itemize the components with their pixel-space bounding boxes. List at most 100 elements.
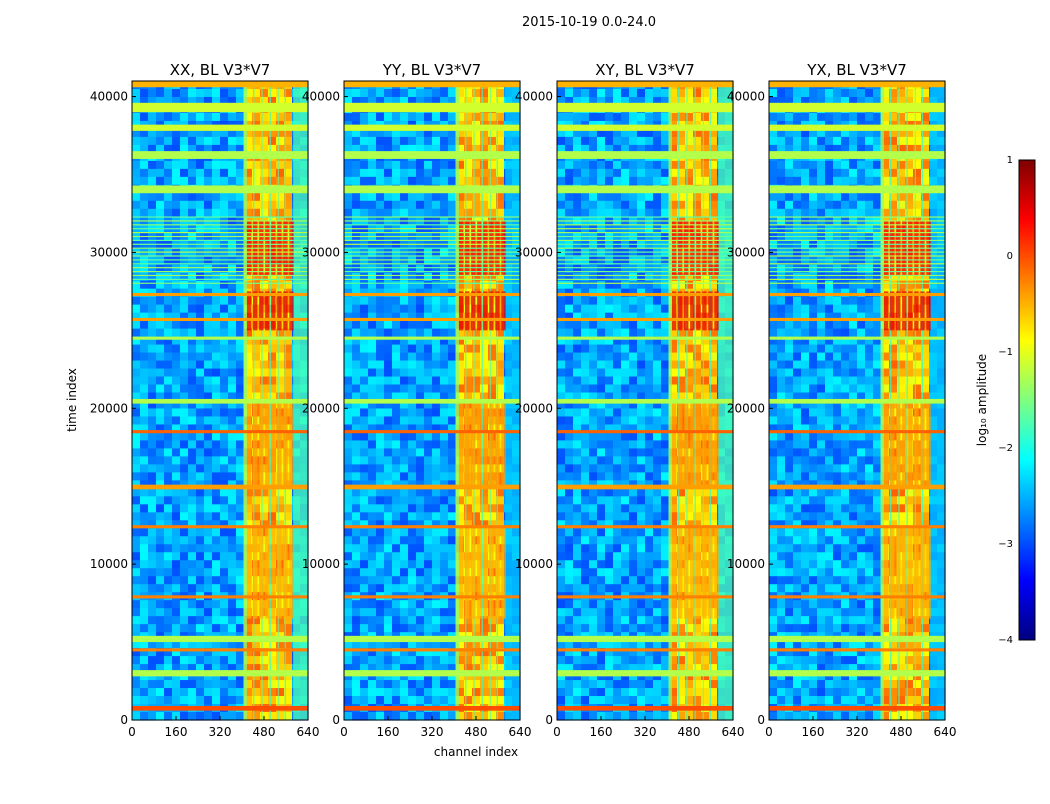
heatmap-cell xyxy=(368,472,377,481)
heatmap-cell xyxy=(212,568,221,577)
heatmap-cell xyxy=(637,472,646,481)
heatmap-cell xyxy=(392,528,401,537)
heatmap-cell xyxy=(204,137,213,146)
heatmap-cell xyxy=(276,504,285,513)
heatmap-cell xyxy=(220,456,229,465)
heatmap-cell xyxy=(368,353,377,362)
heatmap-cell xyxy=(352,137,361,146)
heatmap-cell xyxy=(661,209,670,218)
heatmap-cell xyxy=(188,385,197,394)
heatmap-cell xyxy=(581,528,590,537)
heatmap-cell xyxy=(597,201,606,210)
heatmap-cell xyxy=(172,568,181,577)
heatmap-cell xyxy=(581,321,590,330)
x-tick-label: 0 xyxy=(128,725,136,739)
heatmap-cell xyxy=(565,305,574,314)
heatmap-cell xyxy=(605,329,614,338)
heatmap-cell xyxy=(276,361,285,370)
heatmap-cell xyxy=(360,377,369,386)
time-band xyxy=(132,283,308,284)
heatmap-cell xyxy=(376,273,385,282)
heatmap-cell xyxy=(140,440,149,449)
heatmap-cell xyxy=(416,528,425,537)
heatmap-cell xyxy=(589,329,598,338)
heatmap-cell xyxy=(140,361,149,370)
heatmap-cell xyxy=(360,504,369,513)
heatmap-cell xyxy=(132,504,141,513)
heatmap-cell xyxy=(440,584,449,593)
heatmap-cell xyxy=(565,440,574,449)
heatmap-cell xyxy=(276,281,285,290)
heatmap-cell xyxy=(488,369,497,378)
heatmap-cell xyxy=(581,432,590,441)
heatmap-cell xyxy=(597,273,606,282)
heatmap-cell xyxy=(480,201,489,210)
heatmap-cell xyxy=(408,281,417,290)
heatmap-cell xyxy=(597,345,606,354)
heatmap-cell xyxy=(220,137,229,146)
heatmap-cell xyxy=(589,137,598,146)
heatmap-cell xyxy=(180,656,189,665)
heatmap-cell xyxy=(236,369,245,378)
heatmap-cell xyxy=(148,169,157,178)
heatmap-cell xyxy=(368,600,377,609)
heatmap-cell xyxy=(581,472,590,481)
heatmap-cell xyxy=(621,201,630,210)
heatmap-cell xyxy=(228,113,237,122)
heatmap-cell xyxy=(392,696,401,705)
time-band xyxy=(344,224,520,225)
heatmap-cell xyxy=(228,624,237,633)
hot-block xyxy=(471,525,475,619)
heatmap-cell xyxy=(212,616,221,625)
heatmap-cell xyxy=(360,361,369,370)
heatmap-cell xyxy=(360,456,369,465)
heatmap-cell xyxy=(424,281,433,290)
heatmap-cell xyxy=(645,488,654,497)
heatmap-cell xyxy=(360,161,369,170)
heatmap-cell xyxy=(180,568,189,577)
heatmap-cell xyxy=(360,528,369,537)
heatmap-cell xyxy=(188,528,197,537)
time-band xyxy=(132,228,308,229)
heatmap-cell xyxy=(637,209,646,218)
heatmap-cell xyxy=(400,600,409,609)
heatmap-cell xyxy=(589,440,598,449)
heatmap-cell xyxy=(228,361,237,370)
heatmap-cell xyxy=(408,552,417,561)
heatmap-cell xyxy=(661,369,670,378)
hot-block xyxy=(483,401,487,487)
heatmap-cell xyxy=(629,353,638,362)
heatmap-cell xyxy=(156,544,165,553)
heatmap-cell xyxy=(480,353,489,362)
heatmap-cell xyxy=(416,193,425,202)
heatmap-cell xyxy=(148,361,157,370)
heatmap-cell xyxy=(164,432,173,441)
heatmap-cell xyxy=(589,177,598,186)
heatmap-cell xyxy=(488,201,497,210)
heatmap-cell xyxy=(408,608,417,617)
heatmap-cell xyxy=(376,201,385,210)
heatmap-cell xyxy=(589,353,598,362)
heatmap-cell xyxy=(424,321,433,330)
heatmap-cell xyxy=(220,353,229,362)
heatmap-cell xyxy=(344,385,353,394)
heatmap-cell xyxy=(164,89,173,98)
heatmap-cell xyxy=(344,680,353,689)
heatmap-cell xyxy=(236,408,245,417)
heatmap-cell xyxy=(188,321,197,330)
heatmap-cell xyxy=(432,353,441,362)
heatmap-cell xyxy=(172,680,181,689)
heatmap-cell xyxy=(148,488,157,497)
heatmap-cell xyxy=(613,209,622,218)
heatmap-cell xyxy=(432,560,441,569)
heatmap-cell xyxy=(488,656,497,665)
time-band xyxy=(132,81,308,87)
heatmap-cell xyxy=(132,600,141,609)
heatmap-cell xyxy=(352,369,361,378)
heatmap-cell xyxy=(637,201,646,210)
heatmap-cell xyxy=(376,345,385,354)
heatmap-cell xyxy=(360,512,369,521)
heatmap-cell xyxy=(236,297,245,306)
heatmap-cell xyxy=(360,169,369,178)
heatmap-cell xyxy=(605,536,614,545)
